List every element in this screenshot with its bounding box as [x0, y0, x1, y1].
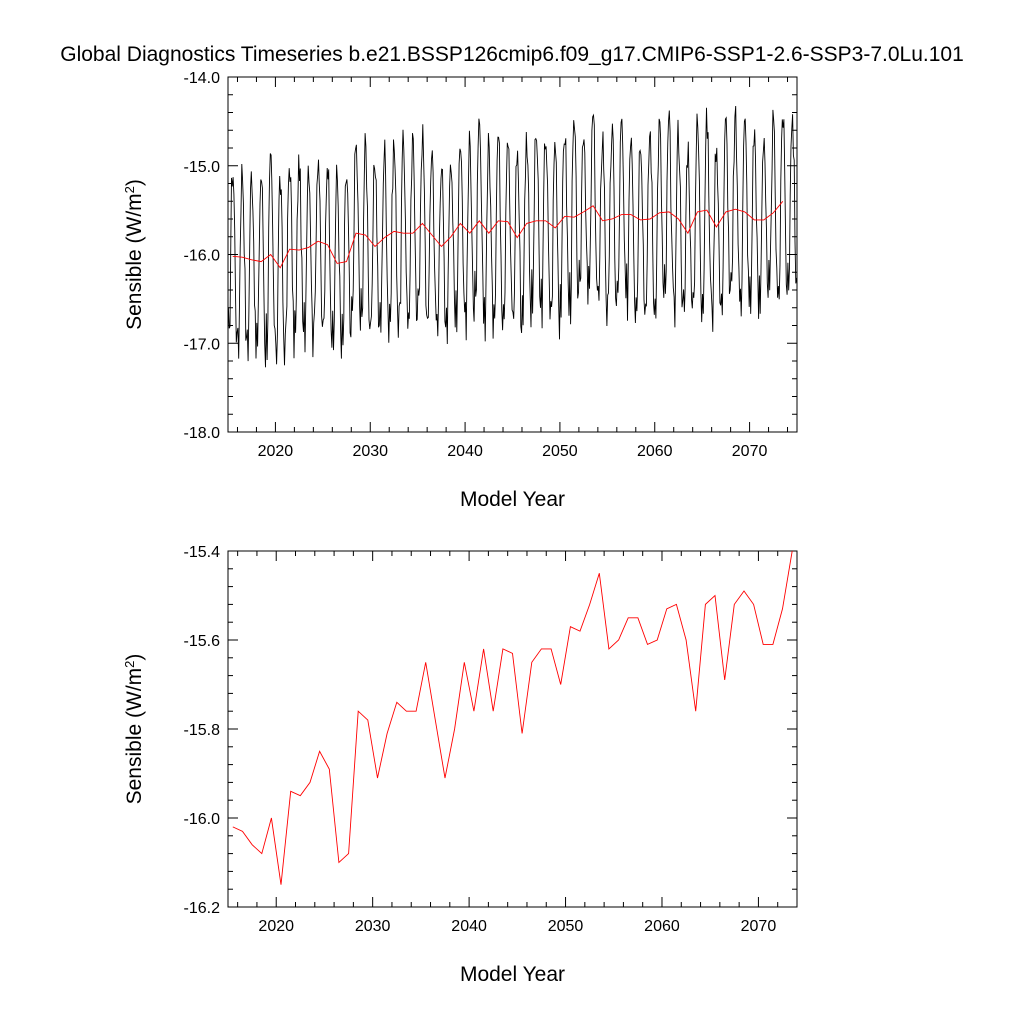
y-tick-label: -15.0 — [184, 159, 221, 176]
y-tick-label: -16.0 — [184, 248, 221, 265]
monthly-series-line — [228, 105, 797, 368]
x-tick-label: 2070 — [741, 918, 777, 935]
y-axis-label: Sensible (W/m2) — [122, 179, 147, 330]
bottom-panel: -16.2 -16.0 -15.8 -15.6 -15.4 2020 2030 2040 205… — [122, 544, 798, 986]
y-tick-label: -15.6 — [184, 633, 221, 650]
y-tick-label: -15.8 — [184, 722, 221, 739]
x-tick-label: 2060 — [644, 918, 680, 935]
plot-frame — [227, 76, 798, 433]
y-tick-label: -16.0 — [184, 811, 221, 828]
x-tick-label: 2040 — [447, 443, 483, 460]
y-tick-label: -18.0 — [184, 425, 221, 442]
x-axis-label: Model Year — [460, 963, 565, 986]
x-tick-label: 2050 — [542, 443, 578, 460]
top-panel: -18.0 -17.0 -16.0 -15.0 -14.0 2020 2030 2040 205… — [122, 70, 798, 511]
x-tick-label: 2070 — [732, 443, 768, 460]
x-tick-label: 2020 — [258, 918, 294, 935]
x-tick-label: 2050 — [548, 918, 584, 935]
x-tick-label: 2040 — [451, 918, 487, 935]
y-tick-label: -17.0 — [184, 336, 221, 353]
x-axis-label: Model Year — [460, 488, 565, 511]
chart-title: Global Diagnostics Timeseries b.e21.BSSP… — [60, 43, 964, 66]
x-tick-label: 2060 — [637, 443, 673, 460]
y-tick-label: -14.0 — [184, 70, 221, 87]
plot-frame — [227, 550, 798, 908]
y-tick-label: -15.4 — [184, 544, 221, 561]
x-tick-label: 2030 — [355, 918, 391, 935]
annual-mean-series-line — [232, 551, 793, 885]
y-axis-label: Sensible (W/m2) — [122, 654, 147, 805]
x-tick-label: 2030 — [352, 443, 388, 460]
annual-mean-series-line — [232, 201, 784, 269]
x-tick-label: 2020 — [258, 443, 294, 460]
y-tick-label: -16.2 — [184, 900, 221, 917]
